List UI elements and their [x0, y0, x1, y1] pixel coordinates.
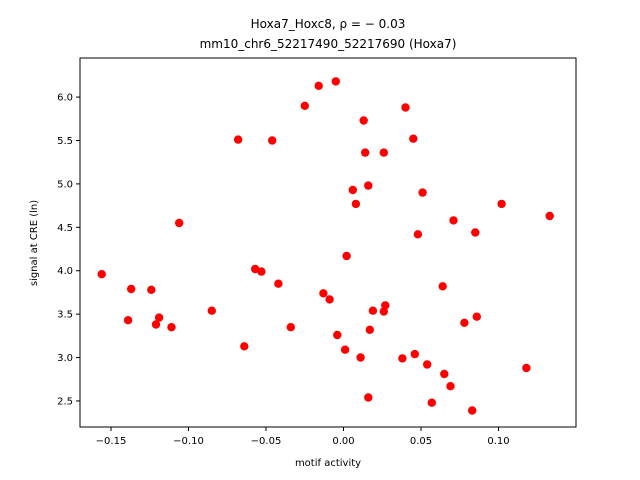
data-point [381, 301, 390, 310]
data-point [418, 188, 427, 197]
data-point [147, 285, 156, 294]
data-point [460, 318, 469, 327]
y-axis-label: signal at CRE (ln) [29, 200, 40, 286]
data-point [427, 398, 436, 407]
y-axis-ticks: 2.5 3.0 3.5 4.0 4.5 5.0 5.5 6.0 [57, 93, 80, 407]
data-point [151, 320, 161, 329]
y-tick-label: 4.5 [57, 223, 73, 234]
data-point [446, 382, 455, 391]
y-tick-label: 5.0 [57, 179, 73, 190]
data-point [207, 306, 216, 315]
data-point [471, 228, 480, 237]
chart-title-line1: Hoxa7_Hoxc8, ρ = − 0.03 [251, 17, 406, 31]
x-tick-label: −0.05 [251, 436, 282, 447]
x-tick-label: 0.05 [410, 436, 432, 447]
chart-title-line2: mm10_chr6_52217490_52217690 (Hoxa7) [200, 37, 457, 51]
y-tick-label: 3.0 [57, 353, 73, 364]
data-point [449, 216, 458, 225]
data-point [401, 103, 410, 112]
data-point [268, 136, 277, 145]
data-point [300, 101, 309, 111]
data-point [522, 363, 531, 373]
data-point [333, 330, 342, 340]
data-point [413, 230, 423, 239]
data-point [319, 289, 328, 298]
x-tick-label: 0.10 [487, 436, 509, 447]
data-point [365, 325, 374, 334]
data-point [286, 323, 295, 332]
data-point [348, 185, 357, 195]
x-tick-label: −0.10 [173, 436, 204, 447]
y-tick-label: 4.0 [57, 266, 73, 277]
data-point [410, 349, 419, 359]
data-point [368, 306, 378, 315]
data-points [97, 77, 554, 415]
data-point [379, 148, 388, 157]
data-point [123, 316, 133, 325]
data-point [331, 77, 340, 86]
data-point [240, 342, 249, 351]
data-point [423, 360, 432, 369]
data-point [361, 148, 370, 157]
data-point [325, 295, 334, 304]
data-point [497, 199, 506, 209]
data-point [175, 218, 184, 228]
data-point [409, 134, 418, 143]
y-tick-label: 6.0 [57, 93, 73, 104]
data-point [359, 116, 368, 125]
data-point [468, 406, 477, 415]
x-axis-ticks: −0.15 −0.10 −0.05 0.00 0.05 0.10 [96, 427, 510, 447]
x-tick-label: 0.00 [332, 436, 354, 447]
data-point [351, 199, 361, 209]
data-point [342, 251, 351, 261]
data-point [340, 345, 350, 354]
data-point [154, 313, 164, 322]
x-tick-label: −0.15 [96, 436, 127, 447]
data-point [398, 354, 407, 363]
data-point [233, 135, 243, 144]
data-point [127, 284, 136, 294]
data-point [438, 282, 447, 291]
data-point [364, 181, 373, 190]
data-point [274, 279, 283, 288]
data-point [314, 81, 323, 91]
data-point [364, 393, 373, 402]
y-tick-label: 3.5 [57, 310, 73, 321]
data-point [167, 323, 176, 332]
data-point [440, 369, 449, 379]
y-tick-label: 5.5 [57, 136, 73, 147]
plot-frame [79, 57, 577, 428]
y-tick-label: 2.5 [57, 396, 73, 407]
x-axis-label: motif activity [295, 458, 361, 469]
data-point [356, 353, 365, 362]
data-point [545, 211, 554, 221]
data-point [97, 270, 106, 279]
data-point [472, 312, 481, 321]
data-point [257, 267, 266, 276]
